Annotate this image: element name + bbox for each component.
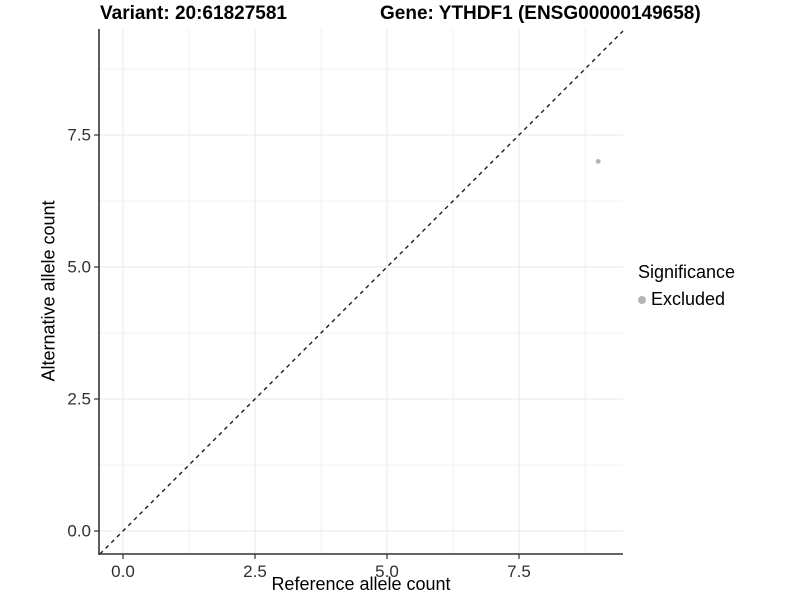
x-tick-label: 0.0 bbox=[111, 562, 135, 581]
legend-item-excluded: Excluded bbox=[638, 289, 735, 310]
x-tick-label: 2.5 bbox=[243, 562, 267, 581]
gene-title: Gene: YTHDF1 (ENSG00000149658) bbox=[380, 3, 701, 24]
legend-title: Significance bbox=[638, 262, 736, 282]
x-tick-label: 5.0 bbox=[375, 562, 399, 581]
excluded-marker-icon bbox=[638, 295, 646, 304]
y-tick-label: 5.0 bbox=[67, 257, 91, 277]
x-axis-title: Reference allele count bbox=[271, 574, 451, 594]
y-tick-label: 7.5 bbox=[67, 125, 91, 145]
variant-title: Variant: 20:61827581 bbox=[100, 3, 287, 24]
identity-dashed-line bbox=[99, 30, 624, 555]
legend-item-label: Excluded bbox=[651, 289, 726, 309]
data-point bbox=[595, 159, 601, 164]
y-tick-label: 2.5 bbox=[67, 389, 91, 409]
y-tick-label: 0.0 bbox=[67, 521, 91, 541]
legend: Significance Excluded bbox=[638, 262, 735, 310]
x-tick-label: 7.5 bbox=[507, 562, 531, 581]
y-axis-title: Alternative allele count bbox=[38, 200, 59, 382]
